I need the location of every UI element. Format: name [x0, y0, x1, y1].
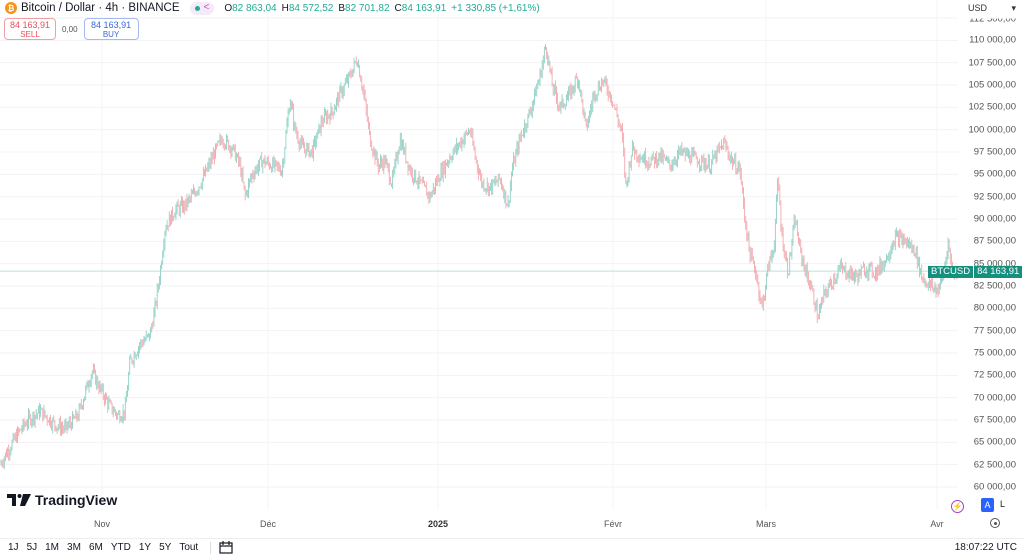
close-label: C	[394, 2, 402, 14]
open-value: 82 863,04	[232, 2, 277, 14]
tradingview-logo[interactable]: TradingView	[7, 492, 117, 508]
range-button-1y[interactable]: 1Y	[138, 542, 152, 553]
high-label: H	[281, 2, 289, 14]
time-tick-label: Févr	[604, 519, 622, 529]
price-tag-symbol: BTCUSD	[928, 266, 974, 278]
open-label: O	[224, 2, 233, 14]
range-buttons: 1J 5J 1M 3M 6M YTD 1Y 5Y Tout	[0, 542, 202, 553]
price-tick-label: 85 000,00	[973, 258, 1016, 270]
price-tick-label: 82 500,00	[973, 280, 1016, 292]
log-scale-button[interactable]: L	[1000, 499, 1006, 509]
time-tick-label: Déc	[259, 519, 277, 529]
change-value: +1 330,85 (+1,61%)	[451, 2, 540, 14]
low-label: B	[338, 2, 346, 14]
price-tick-label: 100 000,00	[968, 124, 1016, 136]
last-price-tag: BTCUSD 84 163,91	[928, 266, 1023, 278]
time-tick-label: Avr	[930, 519, 944, 529]
price-tick-label: 95 000,00	[973, 168, 1016, 180]
status-pill[interactable]: <	[189, 1, 215, 15]
range-button-3m[interactable]: 3M	[67, 542, 81, 553]
trade-panel: 84 163,91 SELL 0,00 84 163,91 BUY	[4, 18, 139, 40]
price-tick-label: 107 500,00	[968, 57, 1016, 69]
sell-label: SELL	[20, 30, 40, 39]
close-value: 84 163,91	[401, 2, 447, 14]
range-button-1j[interactable]: 1J	[8, 542, 19, 553]
price-tag-value: 84 163,91	[974, 266, 1023, 278]
range-button-5y[interactable]: 5Y	[159, 542, 172, 553]
price-tick-label: 87 500,00	[973, 235, 1016, 247]
share-icon: <	[203, 2, 210, 13]
symbol-title[interactable]: Bitcoin / Dollar · 4h · BINANCE	[21, 2, 180, 14]
buy-button[interactable]: 84 163,91 BUY	[83, 18, 139, 40]
price-tick-label: 62 500,00	[973, 459, 1016, 471]
range-button-ytd[interactable]: YTD	[110, 542, 131, 553]
price-tick-label: 110 000,00	[969, 34, 1016, 46]
price-tick-label: 72 500,00	[973, 369, 1016, 381]
price-tick-label: 90 000,00	[973, 213, 1016, 225]
date-range-calendar-icon[interactable]	[219, 541, 233, 554]
divider	[210, 541, 212, 554]
chevron-down-icon: ▾	[1011, 3, 1016, 13]
price-tick-label: 65 000,00	[973, 436, 1016, 448]
time-tick-label: 2025	[427, 519, 449, 529]
clock-utc[interactable]: 18:07:22 UTC	[954, 542, 1017, 553]
price-tick-label: 70 000,00	[973, 392, 1016, 404]
range-button-6m[interactable]: 6M	[88, 542, 103, 553]
sell-button[interactable]: 84 163,91 SELL	[4, 18, 56, 40]
price-tick-label: 67 500,00	[973, 414, 1016, 426]
time-tick-label: Nov	[93, 519, 111, 529]
price-axis[interactable]: USD ▾ 60 000,00 62 500,00 65 000,00 67 500,…	[958, 0, 1024, 510]
spread-value: 0,00	[62, 24, 78, 34]
price-tick-label: 97 500,00	[973, 146, 1016, 158]
time-tick-label: Mars	[756, 519, 776, 529]
range-button-tout[interactable]: Tout	[179, 542, 199, 553]
price-tick-label: 112 500,00	[969, 13, 1016, 25]
ohlc-values: O82 863,04 H84 572,52 B82 701,82 C84 163…	[224, 3, 539, 14]
auto-scale-button[interactable]: A	[981, 498, 994, 512]
price-tick-label: 60 000,00	[973, 481, 1016, 493]
bitcoin-logo-icon: ₿	[5, 2, 17, 14]
tradingview-logo-icon	[7, 494, 31, 506]
settings-gear-icon[interactable]	[990, 518, 1000, 528]
range-button-5j[interactable]: 5J	[26, 542, 38, 553]
price-tick-label: 92 500,00	[973, 191, 1016, 203]
sell-price: 84 163,91	[9, 20, 51, 30]
price-tick-label: 75 000,00	[973, 347, 1016, 359]
range-button-1m[interactable]: 1M	[45, 542, 60, 553]
price-tick-label: 77 500,00	[973, 325, 1016, 337]
buy-label: BUY	[102, 30, 120, 39]
symbol-header: ₿ Bitcoin / Dollar · 4h · BINANCE < O82 …	[0, 0, 540, 16]
currency-selector[interactable]: USD ▾	[968, 3, 1016, 14]
market-open-dot-icon	[194, 5, 200, 11]
high-value: 84 572,52	[288, 2, 334, 14]
currency-label: USD	[968, 3, 988, 13]
price-tick-label: 80 000,00	[973, 302, 1016, 314]
brand-name: TradingView	[35, 492, 118, 508]
low-value: 82 701,82	[345, 2, 390, 14]
price-tick-label: 105 000,00	[968, 79, 1016, 91]
lightning-icon[interactable]: ⚡	[951, 500, 964, 513]
bottom-toolbar: 1J 5J 1M 3M 6M YTD 1Y 5Y Tout 18:07:22 UTC	[0, 538, 1024, 556]
buy-price: 84 163,91	[91, 20, 132, 30]
price-tick-label: 102 500,00	[968, 101, 1016, 113]
